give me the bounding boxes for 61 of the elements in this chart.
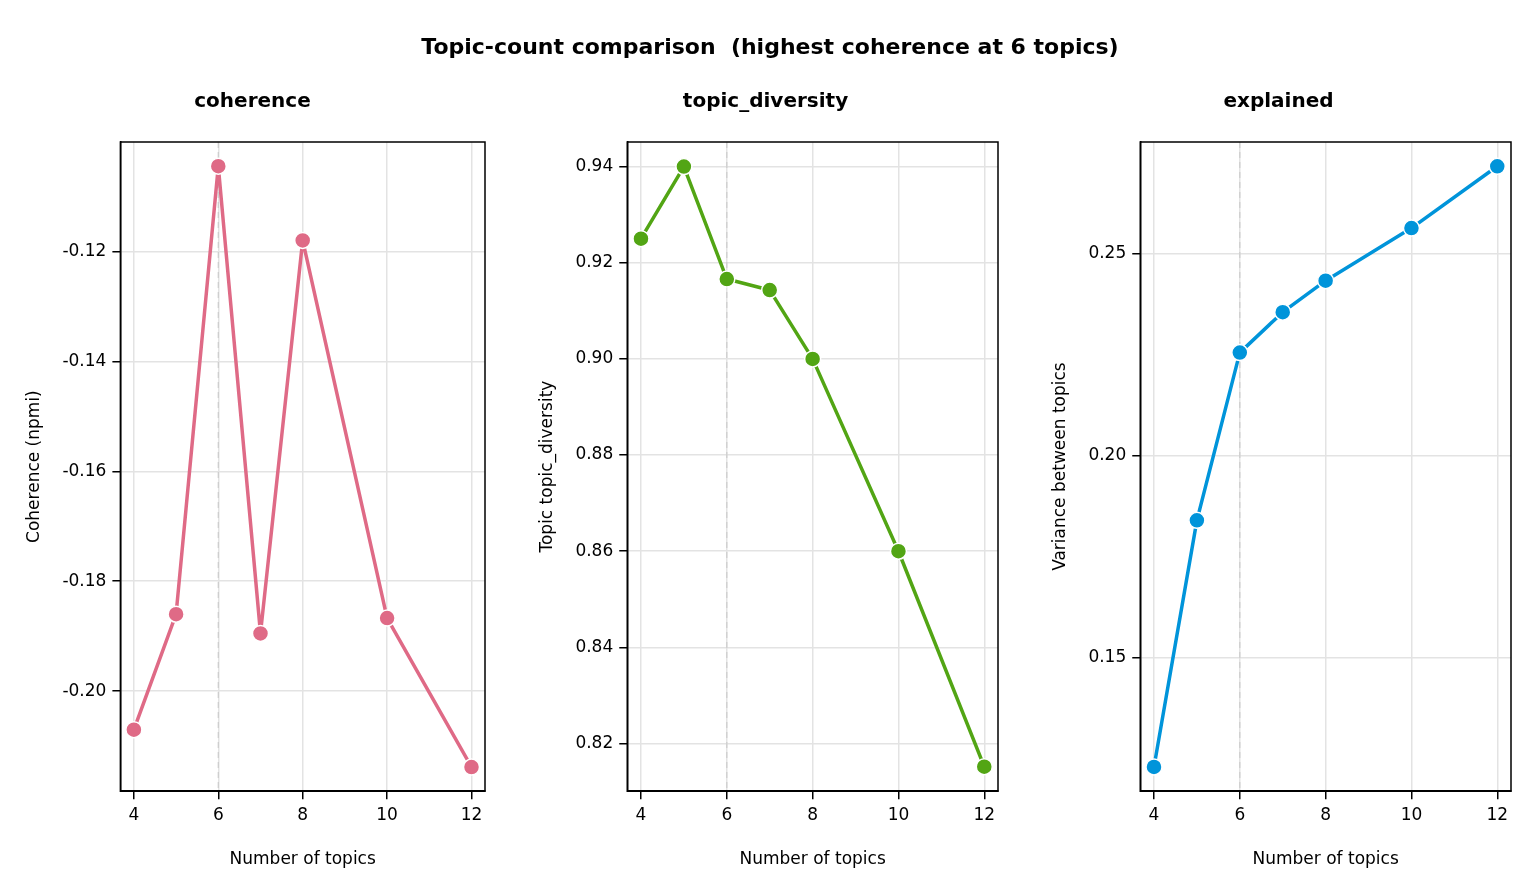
- y-tick-label: 0.25: [1088, 241, 1127, 262]
- point: [632, 229, 650, 248]
- point: [1402, 219, 1421, 237]
- chart-title: coherence: [194, 88, 311, 113]
- point: [718, 270, 736, 288]
- y-tick-label: -0.18: [62, 569, 107, 590]
- point: [760, 281, 779, 299]
- point: [1488, 157, 1507, 175]
- x-tick-label: 10: [887, 803, 910, 824]
- x-tick-label: 6: [1234, 803, 1246, 824]
- x-axis-title: Number of topics: [739, 848, 886, 869]
- x-tick-label: 12: [1486, 803, 1509, 824]
- x-tick-label: 6: [721, 803, 733, 824]
- x-tick-label: 8: [1320, 803, 1332, 824]
- y-tick-label: 0.94: [575, 154, 614, 175]
- point: [209, 157, 228, 175]
- y-tick-label: -0.16: [62, 459, 107, 480]
- y-axis-title: Variance between topics: [1048, 362, 1069, 571]
- point: [1231, 343, 1249, 362]
- x-axis-title: Number of topics: [1252, 848, 1399, 869]
- x-tick-label: 12: [460, 803, 483, 824]
- point: [462, 758, 481, 776]
- y-axis-title: Coherence (npmi): [22, 390, 43, 543]
- point: [251, 624, 270, 643]
- y-tick-label: 0.90: [575, 347, 614, 368]
- y-axis-title: Topic topic_diversity: [535, 380, 557, 554]
- point: [293, 231, 312, 250]
- y-tick-label: 0.20: [1088, 444, 1127, 465]
- y-tick-label: 0.15: [1088, 646, 1127, 667]
- point: [125, 720, 143, 739]
- x-tick-label: 10: [376, 803, 398, 824]
- text: Topic-count comparison (highest coherence at 6 topics): [420, 34, 1120, 59]
- y-tick-label: 0.88: [575, 443, 614, 464]
- point: [1316, 271, 1335, 290]
- y-tick-label: -0.14: [62, 349, 107, 370]
- point: [378, 609, 396, 627]
- x-tick-label: 4: [128, 803, 140, 824]
- x-tick-label: 6: [212, 803, 224, 824]
- x-tick-label: 10: [1400, 803, 1423, 824]
- y-tick-label: 0.86: [575, 539, 614, 560]
- y-tick-label: -0.20: [62, 679, 107, 700]
- y-tick-label: -0.12: [62, 239, 107, 260]
- point: [889, 542, 908, 560]
- x-tick-label: 8: [807, 803, 819, 824]
- x-tick-label: 4: [635, 803, 647, 824]
- point: [803, 350, 822, 368]
- point: [1273, 303, 1292, 321]
- y-tick-label: 0.84: [575, 635, 614, 656]
- point: [1145, 758, 1163, 776]
- point: [167, 605, 185, 623]
- x-tick-label: 12: [973, 803, 996, 824]
- point: [975, 757, 994, 776]
- chart-title: topic_diversity: [682, 88, 849, 113]
- x-tick-label: 8: [297, 803, 309, 824]
- y-tick-label: 0.92: [575, 251, 614, 272]
- y-tick-label: 0.82: [575, 732, 614, 753]
- x-tick-label: 4: [1148, 803, 1160, 824]
- x-axis-title: Number of topics: [229, 848, 376, 869]
- point: [1188, 511, 1206, 530]
- chart-title: explained: [1223, 88, 1334, 113]
- point: [675, 157, 693, 176]
